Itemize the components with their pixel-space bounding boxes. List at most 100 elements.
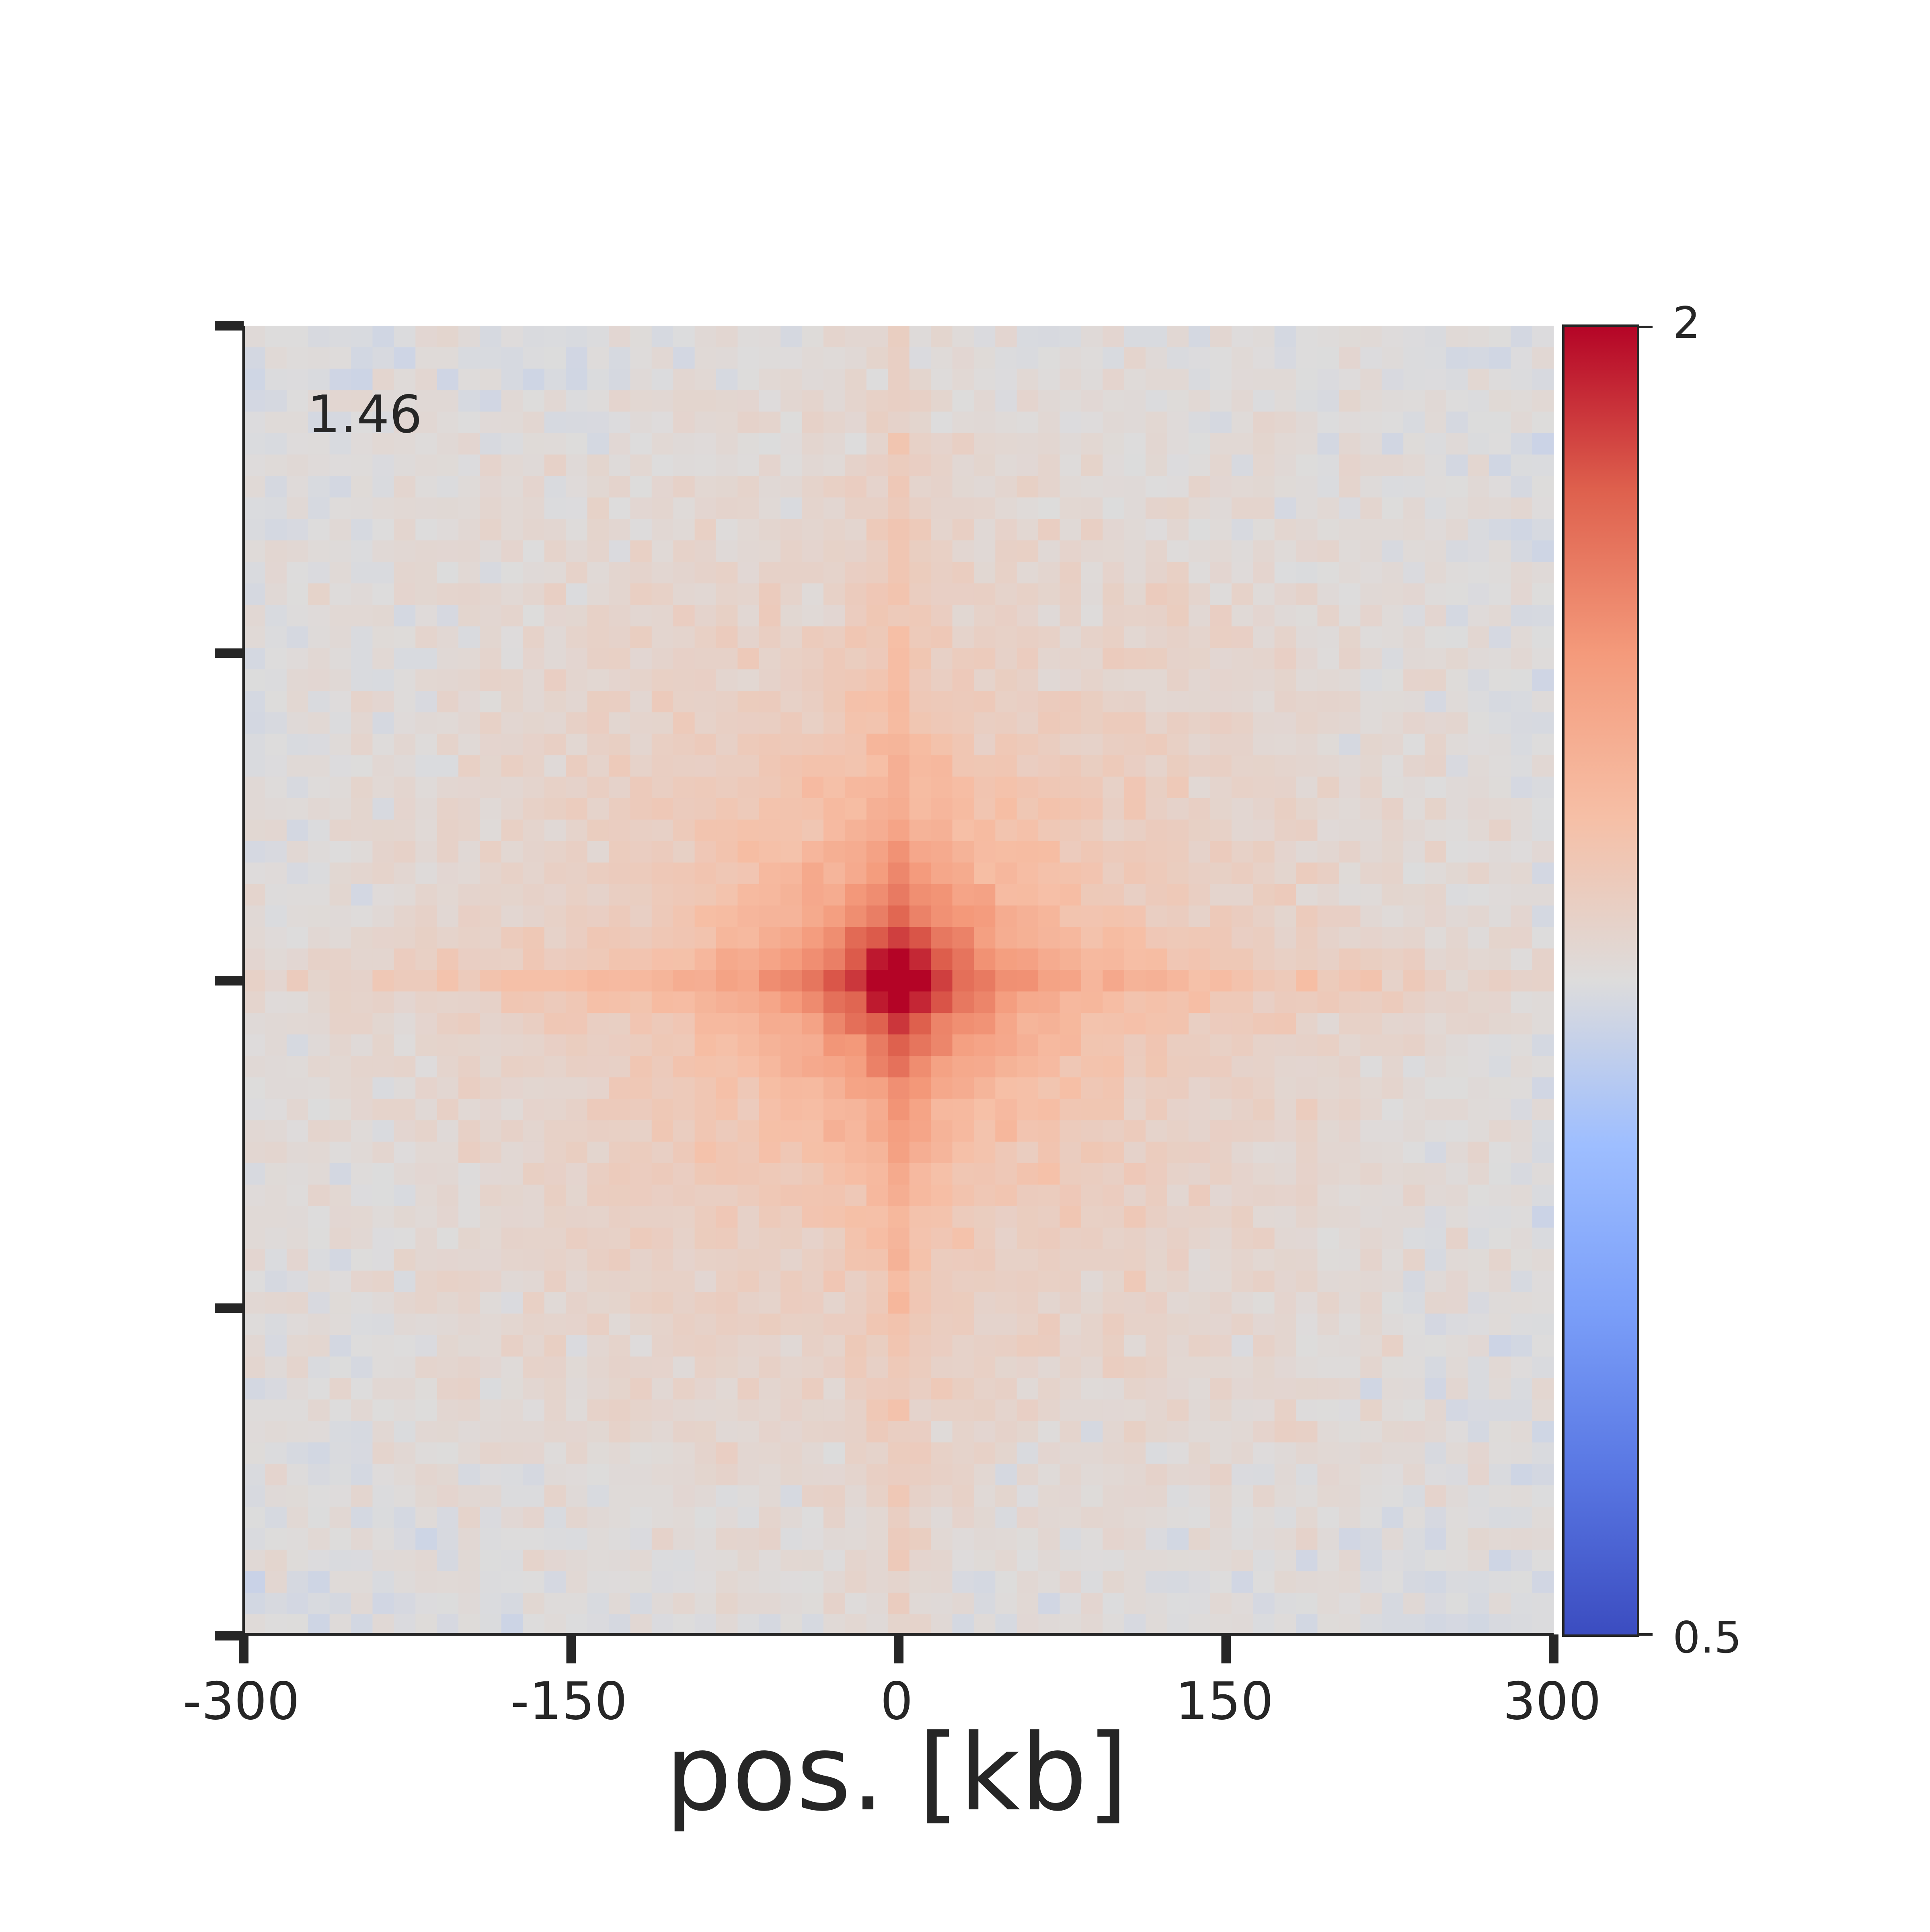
heatmap-cell <box>480 712 502 734</box>
heatmap-cell <box>1382 1507 1404 1529</box>
heatmap-cell <box>286 1013 308 1035</box>
heatmap-cell <box>1167 540 1189 563</box>
heatmap-cell <box>630 476 652 498</box>
heatmap-cell <box>1081 540 1103 563</box>
heatmap-cell <box>394 1335 416 1357</box>
heatmap-cell <box>329 798 351 820</box>
heatmap-cell <box>1016 1206 1039 1228</box>
heatmap-cell <box>544 1077 566 1099</box>
heatmap-cell <box>1468 1335 1490 1357</box>
heatmap-cell <box>1339 1271 1361 1293</box>
heatmap-cell <box>1339 454 1361 476</box>
heatmap-cell <box>480 347 502 369</box>
heatmap-cell <box>716 1507 738 1529</box>
heatmap-cell <box>845 326 867 348</box>
heatmap-cell <box>1038 1206 1060 1228</box>
heatmap-cell <box>1274 605 1296 627</box>
heatmap-cell <box>1360 1614 1382 1636</box>
heatmap-cell <box>1532 733 1554 756</box>
heatmap-cell <box>1339 841 1361 863</box>
heatmap-cell <box>244 798 266 820</box>
heatmap-cell <box>566 583 588 605</box>
heatmap-cell <box>1339 605 1361 627</box>
heatmap-cell <box>1296 1120 1318 1142</box>
heatmap-cell <box>308 1249 330 1271</box>
heatmap-cell <box>673 562 695 584</box>
heatmap-cell <box>1253 540 1275 563</box>
heatmap-cell <box>931 970 953 992</box>
heatmap-cell <box>329 841 351 863</box>
heatmap-cell <box>759 991 781 1013</box>
heatmap-cell <box>952 497 974 519</box>
heatmap-cell <box>845 819 867 842</box>
heatmap-cell <box>802 1228 824 1250</box>
heatmap-cell <box>673 1464 695 1486</box>
heatmap-cell <box>1253 841 1275 863</box>
heatmap-cell <box>351 1185 373 1207</box>
heatmap-cell <box>673 1335 695 1357</box>
heatmap-cell <box>1296 1163 1318 1185</box>
heatmap-cell <box>1253 433 1275 455</box>
heatmap-cell <box>845 1356 867 1378</box>
heatmap-cell <box>1146 1464 1168 1486</box>
heatmap-cell <box>1103 326 1125 348</box>
heatmap-cell <box>716 1399 738 1421</box>
heatmap-cell <box>1231 862 1253 885</box>
heatmap-cell <box>372 1399 394 1421</box>
heatmap-cell <box>1532 1077 1554 1099</box>
heatmap-cell <box>1167 1442 1189 1464</box>
heatmap-cell <box>1189 1185 1211 1207</box>
heatmap-cell <box>845 347 867 369</box>
heatmap-cell <box>523 1507 545 1529</box>
heatmap-cell <box>1253 497 1275 519</box>
heatmap-cell <box>1360 347 1382 369</box>
heatmap-cell <box>845 1550 867 1572</box>
heatmap-cell <box>480 798 502 820</box>
heatmap-cell <box>544 1142 566 1164</box>
heatmap-cell <box>694 540 717 563</box>
heatmap-cell <box>286 712 308 734</box>
heatmap-cell <box>1425 1399 1447 1421</box>
heatmap-cell <box>1403 819 1425 842</box>
heatmap-cell <box>1489 1249 1511 1271</box>
heatmap-cell <box>1016 1098 1039 1121</box>
heatmap-cell <box>458 884 480 906</box>
heatmap-cell <box>1059 1614 1082 1636</box>
heatmap-cell <box>608 841 630 863</box>
heatmap-cell <box>1146 755 1168 777</box>
heatmap-cell <box>651 1249 673 1271</box>
heatmap-cell <box>1146 1399 1168 1421</box>
heatmap-cell <box>265 1163 287 1185</box>
heatmap-cell <box>1403 1356 1425 1378</box>
heatmap-cell <box>1038 1163 1060 1185</box>
heatmap-cell <box>673 1120 695 1142</box>
heatmap-cell <box>372 1098 394 1121</box>
heatmap-cell <box>866 905 888 928</box>
heatmap-cell <box>480 1421 502 1443</box>
heatmap-cell <box>1103 1034 1125 1056</box>
heatmap-cell <box>608 991 630 1013</box>
heatmap-cell <box>952 347 974 369</box>
heatmap-cell <box>1016 1077 1039 1099</box>
heatmap-cell <box>1231 411 1253 433</box>
heatmap-cell <box>931 454 953 476</box>
heatmap-cell <box>1038 841 1060 863</box>
heatmap-cell <box>1231 884 1253 906</box>
heatmap-cell <box>1446 368 1468 390</box>
heatmap-cell <box>1103 970 1125 992</box>
heatmap-cell <box>544 1034 566 1056</box>
heatmap-cell <box>1446 1142 1468 1164</box>
heatmap-cell <box>244 1464 266 1486</box>
heatmap-cell <box>1081 1593 1103 1615</box>
heatmap-cell <box>415 1335 437 1357</box>
heatmap-cell <box>1296 583 1318 605</box>
heatmap-cell <box>909 368 931 390</box>
heatmap-cell <box>1124 326 1146 348</box>
heatmap-cell <box>587 1292 609 1314</box>
heatmap-cell <box>1253 1013 1275 1035</box>
heatmap-cell <box>1532 1593 1554 1615</box>
heatmap-cell <box>995 1571 1017 1593</box>
heatmap-cell <box>1425 862 1447 885</box>
heatmap-cell <box>1468 519 1490 541</box>
heatmap-cell <box>630 1378 652 1400</box>
